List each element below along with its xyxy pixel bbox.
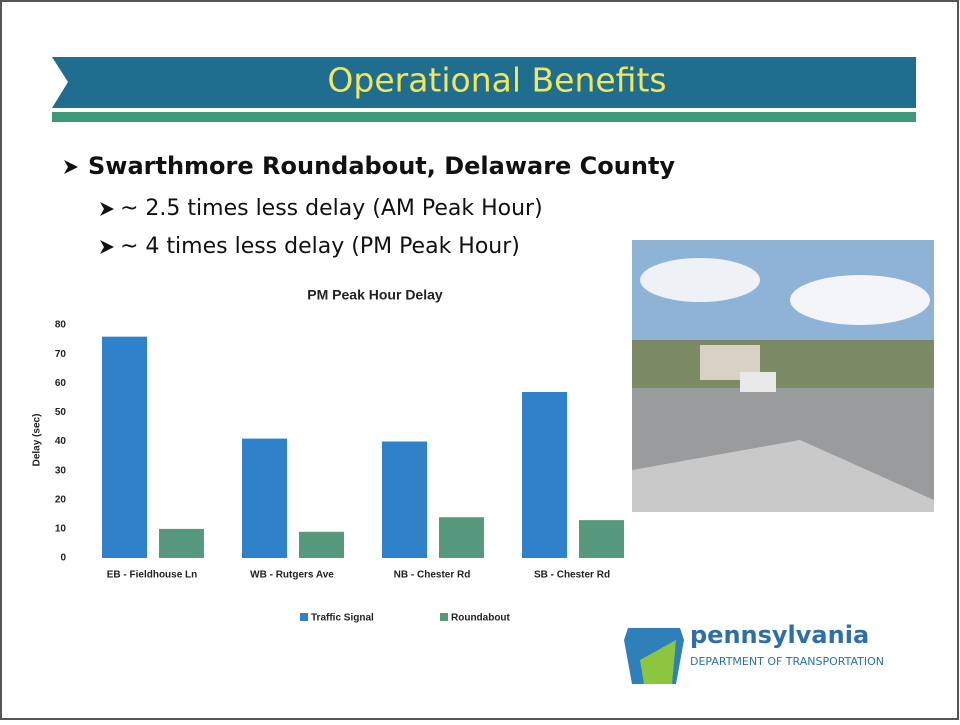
bar [522,392,567,558]
page: {"slide": {"title": "Operational Benefit… [0,0,960,721]
y-tick-label: 50 [55,407,67,418]
x-tick-label: NB - Chester Rd [394,570,471,581]
x-tick-label: SB - Chester Rd [534,570,610,581]
slide-title: Operational Benefits [327,61,666,100]
y-tick-label: 70 [55,349,67,360]
title-strip [52,112,916,122]
y-tick-label: 0 [60,553,66,564]
y-tick-label: 10 [55,524,67,535]
y-tick-label: 40 [55,436,67,447]
chart-title: PM Peak Hour Delay [307,287,443,303]
bar [579,520,624,558]
legend-swatch [300,613,308,621]
bar [159,529,204,558]
photo [632,240,934,512]
x-tick-label: EB - Fieldhouse Ln [107,570,198,581]
legend-label: Roundabout [451,613,511,624]
logo-name: pennsylvania [690,621,869,649]
bar [439,517,484,558]
y-tick-label: 20 [55,494,67,505]
y-axis-label: Delay (sec) [32,414,43,467]
bar [242,439,287,558]
y-tick-label: 30 [55,465,67,476]
y-tick-label: 80 [55,320,67,331]
logo-department: DEPARTMENT OF TRANSPORTATION [690,655,884,668]
x-tick-label: WB - Rutgers Ave [250,570,334,581]
sub-bullet: ~ 4 times less delay (PM Peak Hour) [120,234,520,259]
y-tick-label: 60 [55,378,67,389]
bar [102,337,147,558]
bullet: Swarthmore Roundabout, Delaware County [88,152,675,180]
bar [299,532,344,558]
slide: Operational Benefits Swarthmore Roundabo… [0,0,960,721]
bar [382,442,427,559]
legend-label: Traffic Signal [311,613,374,624]
sub-bullet: ~ 2.5 times less delay (AM Peak Hour) [120,196,543,221]
legend-swatch [440,613,448,621]
